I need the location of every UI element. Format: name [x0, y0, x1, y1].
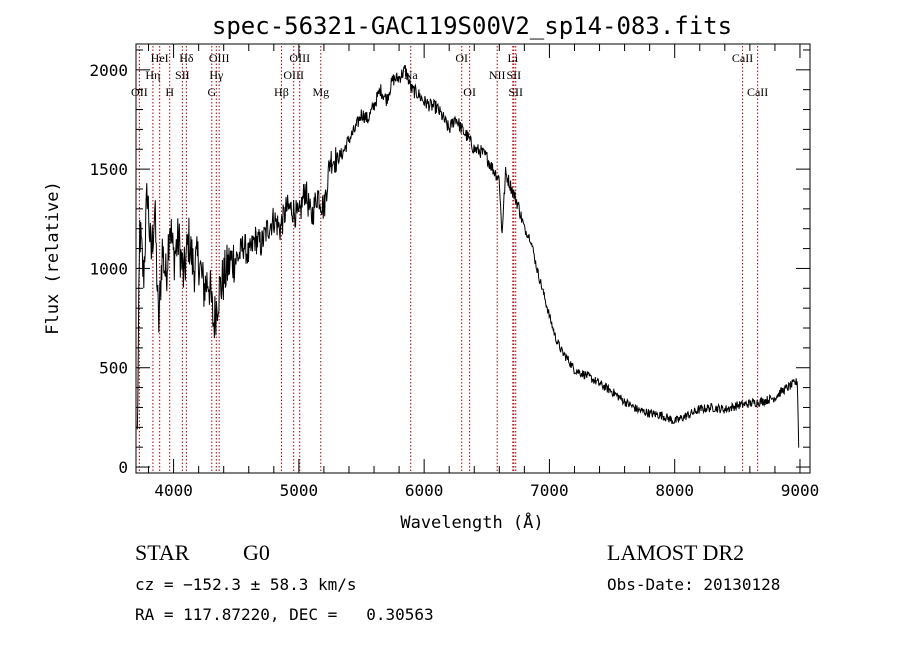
line-markers [138, 46, 759, 473]
obs-date-text: Obs-Date: 20130128 [607, 575, 781, 594]
line-marker-label: NII [489, 68, 506, 82]
line-marker-label: Hβ [274, 85, 289, 99]
x-tick-label: 9000 [781, 481, 820, 500]
line-marker-label: OI [463, 85, 476, 99]
line-marker-label: Mg [312, 85, 329, 99]
x-axis-label: Wavelength (Å) [400, 511, 543, 533]
line-marker-label: Hη [145, 68, 160, 82]
x-tick-label: 8000 [655, 481, 694, 500]
line-marker-label: Hδ [179, 51, 194, 65]
survey-name: LAMOST DR2 [607, 540, 745, 565]
line-marker-label: SII [507, 68, 522, 82]
y-tick-label: 2000 [89, 61, 128, 80]
line-marker-label: HeI [151, 51, 169, 65]
y-tick-label: 1500 [89, 160, 128, 179]
line-marker-label: SII [175, 68, 190, 82]
x-tick-label: 7000 [530, 481, 569, 500]
line-marker-label: OII [131, 85, 148, 99]
spectrum-line [136, 64, 800, 448]
line-marker-label: Li [508, 51, 519, 65]
coordinates-text: RA = 117.87220, DEC = 0.30563 [135, 605, 434, 624]
plot-frame [135, 43, 811, 474]
y-tick-label: 1000 [89, 259, 128, 278]
y-axis-label: Flux (relative) [43, 181, 63, 335]
line-marker-label: OIII [283, 68, 304, 82]
line-marker-label: H [165, 85, 174, 99]
x-tick-label: 6000 [405, 481, 444, 500]
y-tick-label: 0 [118, 458, 128, 477]
line-marker-label: G [207, 85, 216, 99]
x-tick-label: 5000 [280, 481, 319, 500]
redshift-text: cz = −152.3 ± 58.3 km/s [135, 575, 357, 594]
chart-title: spec-56321-GAC119S00V2_sp14-083.fits [212, 12, 732, 40]
line-marker-label: CaII [732, 51, 753, 65]
y-tick-label: 500 [99, 359, 128, 378]
object-subclass: G0 [243, 540, 270, 565]
line-marker-label: Hγ [209, 68, 224, 82]
x-tick-label: 4000 [154, 481, 193, 500]
line-marker-label: CaII [747, 85, 768, 99]
line-marker-label: OI [455, 51, 468, 65]
line-marker-label: SII [508, 85, 523, 99]
axis-ticks: 4000 5000 6000 7000 8000 9000 0 500 1000 1500 2000 [89, 44, 819, 500]
object-class: STAR [135, 540, 190, 565]
line-marker-label: OIII [209, 51, 230, 65]
line-marker-label: OIII [289, 51, 310, 65]
series-layer [136, 64, 800, 448]
